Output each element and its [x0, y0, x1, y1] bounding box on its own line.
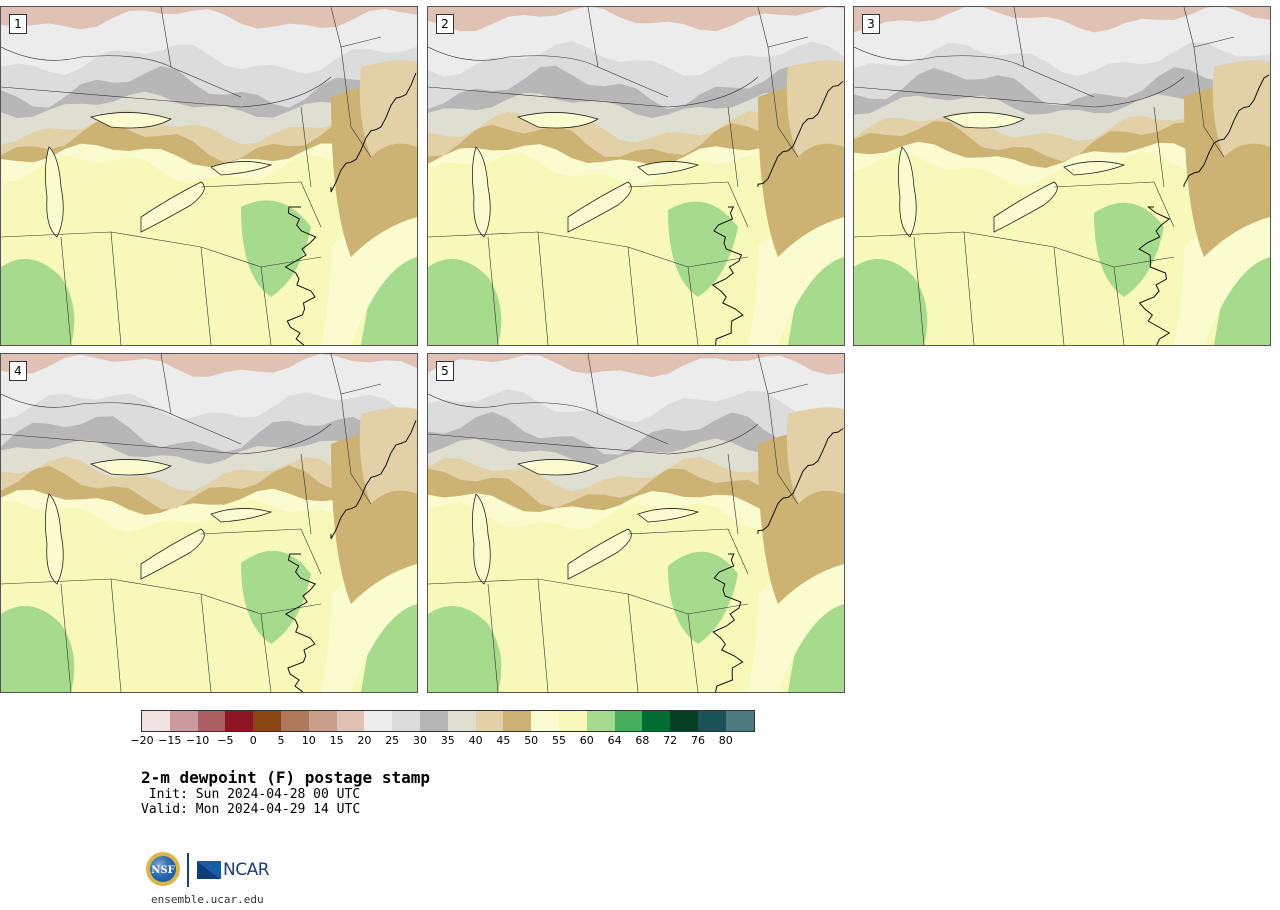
colorbar-swatch	[225, 711, 254, 731]
colorbar-tick-label: −5	[217, 734, 234, 747]
colorbar-tick-label: 55	[552, 734, 566, 747]
ncar-logo-text: NCAR	[223, 860, 270, 880]
stamp-panel-4: 4	[0, 353, 418, 693]
colorbar-swatch	[419, 711, 448, 731]
colorbar-swatch	[142, 711, 170, 731]
colorbar-tick-label: −20	[130, 734, 154, 747]
colorbar-ticks: −20 −15 −10 −5 0 5 10 15 20 25 30 35 40 45 50 55 60 64 68 7…	[130, 734, 761, 748]
colorbar-tick-label: 72	[663, 734, 678, 747]
colorbar-tick-label: 80	[718, 734, 733, 747]
dewpoint-map	[428, 354, 844, 692]
colorbar-tick-label: 0	[249, 734, 257, 747]
colorbar-tick-label: −15	[158, 734, 182, 747]
colorbar-tick-label: 20	[357, 734, 372, 747]
panel-label: 3	[862, 14, 880, 34]
colorbar-tick-label: 40	[468, 734, 483, 747]
panel-label: 5	[436, 361, 454, 381]
map-title: 2-m dewpoint (F) postage stamp	[141, 768, 430, 787]
valid-time: Valid: Mon 2024-04-29 14 UTC	[141, 802, 361, 817]
ncar-logo-icon	[197, 861, 221, 879]
colorbar-swatch	[308, 711, 337, 731]
colorbar-swatch	[586, 711, 615, 731]
stamp-panel-1: 1	[0, 6, 418, 346]
dewpoint-map	[428, 7, 844, 345]
colorbar-swatch	[447, 711, 476, 731]
nsf-logo-icon: NSF	[146, 852, 180, 886]
colorbar-swatch	[475, 711, 504, 731]
colorbar-tick-label: 76	[691, 734, 705, 747]
colorbar-tick-label: 35	[440, 734, 455, 747]
colorbar	[141, 710, 755, 732]
nsf-logo-text: NSF	[151, 865, 174, 876]
colorbar-tick-label: 15	[329, 734, 344, 747]
stamp-panel-2: 2	[427, 6, 845, 346]
colorbar-swatch	[253, 711, 281, 731]
colorbar-swatch	[336, 711, 365, 731]
colorbar-swatch	[614, 711, 643, 731]
colorbar-swatch	[169, 711, 198, 731]
colorbar-tick-label: 45	[496, 734, 511, 747]
colorbar-tick-label: 5	[277, 734, 285, 747]
dewpoint-map	[854, 7, 1270, 345]
stamp-panel-3: 3	[853, 6, 1271, 346]
colorbar-tick-label: 25	[385, 734, 400, 747]
colorbar-swatch	[503, 711, 532, 731]
stamp-panel-5: 5	[427, 353, 845, 693]
website-url: ensemble.ucar.edu	[151, 893, 264, 906]
colorbar-swatch	[531, 711, 559, 731]
colorbar-tick-label: 64	[607, 734, 622, 747]
logo-divider	[187, 853, 189, 887]
logos: NSF NCAR	[145, 851, 275, 889]
dewpoint-map	[1, 354, 417, 692]
colorbar-tick-label: 30	[413, 734, 427, 747]
colorbar-swatch	[392, 711, 420, 731]
colorbar-tick-label: 68	[635, 734, 650, 747]
colorbar-swatch	[642, 711, 671, 731]
panel-label: 4	[9, 361, 27, 381]
colorbar-swatch	[280, 711, 309, 731]
init-time: Init: Sun 2024-04-28 00 UTC	[141, 787, 361, 802]
colorbar-tick-label: 60	[579, 734, 594, 747]
colorbar-swatch	[670, 711, 698, 731]
panel-label: 1	[9, 14, 27, 34]
colorbar-swatch	[697, 711, 726, 731]
colorbar-tick-label: −10	[185, 734, 210, 747]
colorbar-swatch	[725, 711, 754, 731]
colorbar-swatch	[197, 711, 226, 731]
colorbar-swatch	[364, 711, 393, 731]
colorbar-tick-label: 10	[301, 734, 316, 747]
colorbar-swatch	[558, 711, 587, 731]
panel-label: 2	[436, 14, 454, 34]
dewpoint-map	[1, 7, 417, 345]
colorbar-tick-label: 50	[524, 734, 539, 747]
